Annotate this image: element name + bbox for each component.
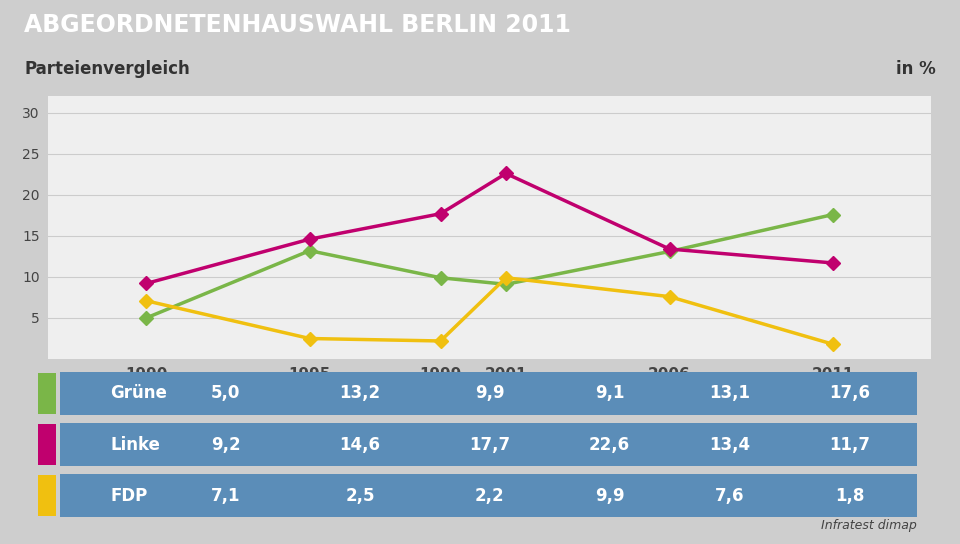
Text: in %: in % [897,60,936,78]
Text: 14,6: 14,6 [340,436,380,454]
Text: 7,1: 7,1 [211,487,240,505]
Text: 9,1: 9,1 [595,385,624,403]
Bar [38,424,56,465]
Text: 2,2: 2,2 [475,487,504,505]
Text: 9,9: 9,9 [595,487,624,505]
Text: 7,6: 7,6 [715,487,744,505]
Text: 2,5: 2,5 [346,487,374,505]
Text: 17,7: 17,7 [469,436,510,454]
Bar [38,373,56,414]
Text: 1,8: 1,8 [835,487,864,505]
Text: 13,2: 13,2 [340,385,380,403]
Text: Infratest dimap: Infratest dimap [821,518,917,531]
Text: 9,9: 9,9 [475,385,504,403]
Text: Parteienvergleich: Parteienvergleich [24,60,190,78]
Text: Linke: Linke [110,436,160,454]
Text: FDP: FDP [110,487,148,505]
Text: 9,2: 9,2 [211,436,240,454]
Bar [60,474,917,517]
Bar [38,475,56,516]
Text: ABGEORDNETENHAUSWAHL BERLIN 2011: ABGEORDNETENHAUSWAHL BERLIN 2011 [24,13,571,37]
Text: 5,0: 5,0 [211,385,240,403]
Text: 13,4: 13,4 [709,436,750,454]
Text: 13,1: 13,1 [709,385,750,403]
Text: 22,6: 22,6 [589,436,630,454]
Text: 17,6: 17,6 [829,385,870,403]
Text: 11,7: 11,7 [829,436,870,454]
Bar [60,372,917,415]
Text: Grüne: Grüne [110,385,167,403]
Bar [60,423,917,466]
